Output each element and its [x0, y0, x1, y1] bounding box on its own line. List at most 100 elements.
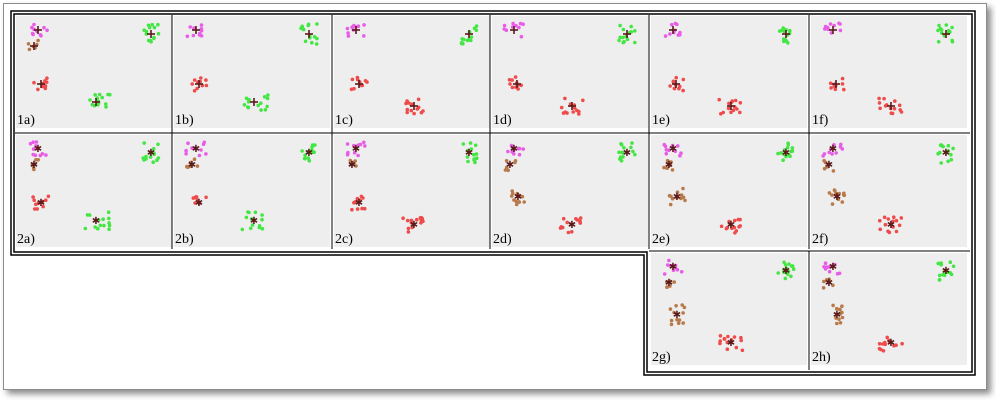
data-point: [837, 307, 842, 312]
data-point: [662, 165, 666, 170]
data-point: [727, 219, 731, 224]
data-point: [622, 146, 626, 150]
data-point: [779, 28, 784, 33]
data-point: [106, 210, 111, 214]
data-point: [891, 219, 895, 224]
data-point: [894, 229, 899, 234]
data-point: [416, 97, 421, 102]
data-point: [260, 213, 264, 217]
data-point: [827, 191, 832, 195]
data-point: [101, 217, 105, 221]
data-point: [784, 266, 789, 271]
data-point: [362, 23, 366, 27]
data-point: [192, 89, 197, 93]
data-point: [513, 75, 518, 79]
panel-label: 2g): [652, 350, 671, 365]
data-point: [199, 76, 203, 80]
data-point: [878, 218, 882, 223]
data-point: [830, 202, 835, 206]
data-point: [675, 190, 680, 194]
data-point: [625, 37, 630, 42]
data-point: [193, 201, 197, 205]
centroid-star-marker: ✱: [192, 144, 200, 155]
data-point: [406, 230, 411, 234]
data-point: [415, 107, 420, 111]
data-point: [151, 160, 155, 164]
data-point: [676, 144, 680, 148]
data-point: [670, 168, 675, 172]
data-point: [360, 206, 364, 211]
data-point: [351, 160, 356, 165]
data-point: [948, 260, 953, 265]
data-point: [733, 98, 738, 103]
data-point: [352, 150, 357, 155]
data-point: [829, 86, 833, 90]
centroid-star-marker: ✱: [30, 160, 38, 171]
data-point: [669, 322, 674, 327]
data-point: [511, 191, 515, 196]
centroid-cross-marker: [568, 102, 576, 110]
centroid-cross-marker: [305, 30, 313, 38]
data-point: [681, 195, 686, 200]
centroid-star-marker: ✱: [34, 144, 42, 155]
centroid-star-marker: ✱: [887, 220, 895, 231]
data-point: [27, 47, 32, 52]
data-point: [899, 216, 904, 220]
panel-2e: ✱ ✱ ✱ ✱ ✱ 2e): [651, 135, 807, 247]
data-point: [877, 96, 881, 101]
centroid-star-marker: ✱: [942, 266, 950, 277]
data-point: [310, 143, 315, 147]
data-point: [310, 40, 314, 45]
data-point: [733, 231, 737, 235]
data-point: [788, 154, 792, 159]
centroid-star-marker: ✱: [825, 160, 833, 171]
centroid-star-marker: ✱: [195, 198, 203, 209]
data-point: [665, 166, 669, 170]
centroid-star-marker: ✱: [568, 220, 576, 231]
data-point: [946, 149, 950, 153]
data-point: [735, 107, 739, 111]
data-point: [346, 150, 350, 155]
data-point: [350, 25, 354, 30]
centroid-cross-marker: [30, 42, 38, 50]
data-point: [831, 283, 835, 288]
data-point: [31, 32, 35, 37]
panel-1b: 1b): [174, 16, 330, 128]
data-point: [672, 310, 676, 315]
data-point: [785, 145, 790, 150]
data-point: [887, 338, 891, 343]
data-point: [250, 223, 255, 227]
data-point: [405, 107, 410, 112]
panel-1e: 1e): [651, 16, 807, 128]
data-point: [421, 109, 425, 113]
data-point: [97, 92, 102, 97]
data-point: [950, 25, 954, 30]
data-point: [34, 202, 38, 207]
data-point: [517, 25, 521, 30]
data-point: [32, 207, 37, 211]
data-point: [837, 21, 841, 26]
centroid-star-marker: ✱: [833, 192, 841, 203]
data-point: [675, 317, 679, 322]
centroid-cross-marker: [942, 30, 950, 38]
data-point: [877, 342, 882, 346]
panel-label: 1e): [652, 113, 670, 128]
centroid-star-marker: ✱: [665, 160, 673, 171]
data-point: [466, 159, 470, 164]
data-point: [150, 22, 154, 27]
data-point: [936, 261, 940, 266]
data-point: [671, 268, 676, 273]
data-point: [786, 142, 791, 147]
data-point: [204, 83, 209, 88]
data-point: [827, 269, 832, 274]
centroid-star-marker: ✱: [669, 144, 677, 155]
data-point: [668, 279, 672, 284]
centroid-cross-marker: [92, 98, 100, 106]
data-point: [827, 150, 831, 155]
data-point: [668, 32, 672, 36]
data-point: [474, 152, 479, 156]
data-point: [204, 78, 208, 82]
data-point: [409, 102, 414, 106]
panel-label: 1d): [493, 113, 512, 128]
centroid-cross-marker: [465, 30, 473, 38]
